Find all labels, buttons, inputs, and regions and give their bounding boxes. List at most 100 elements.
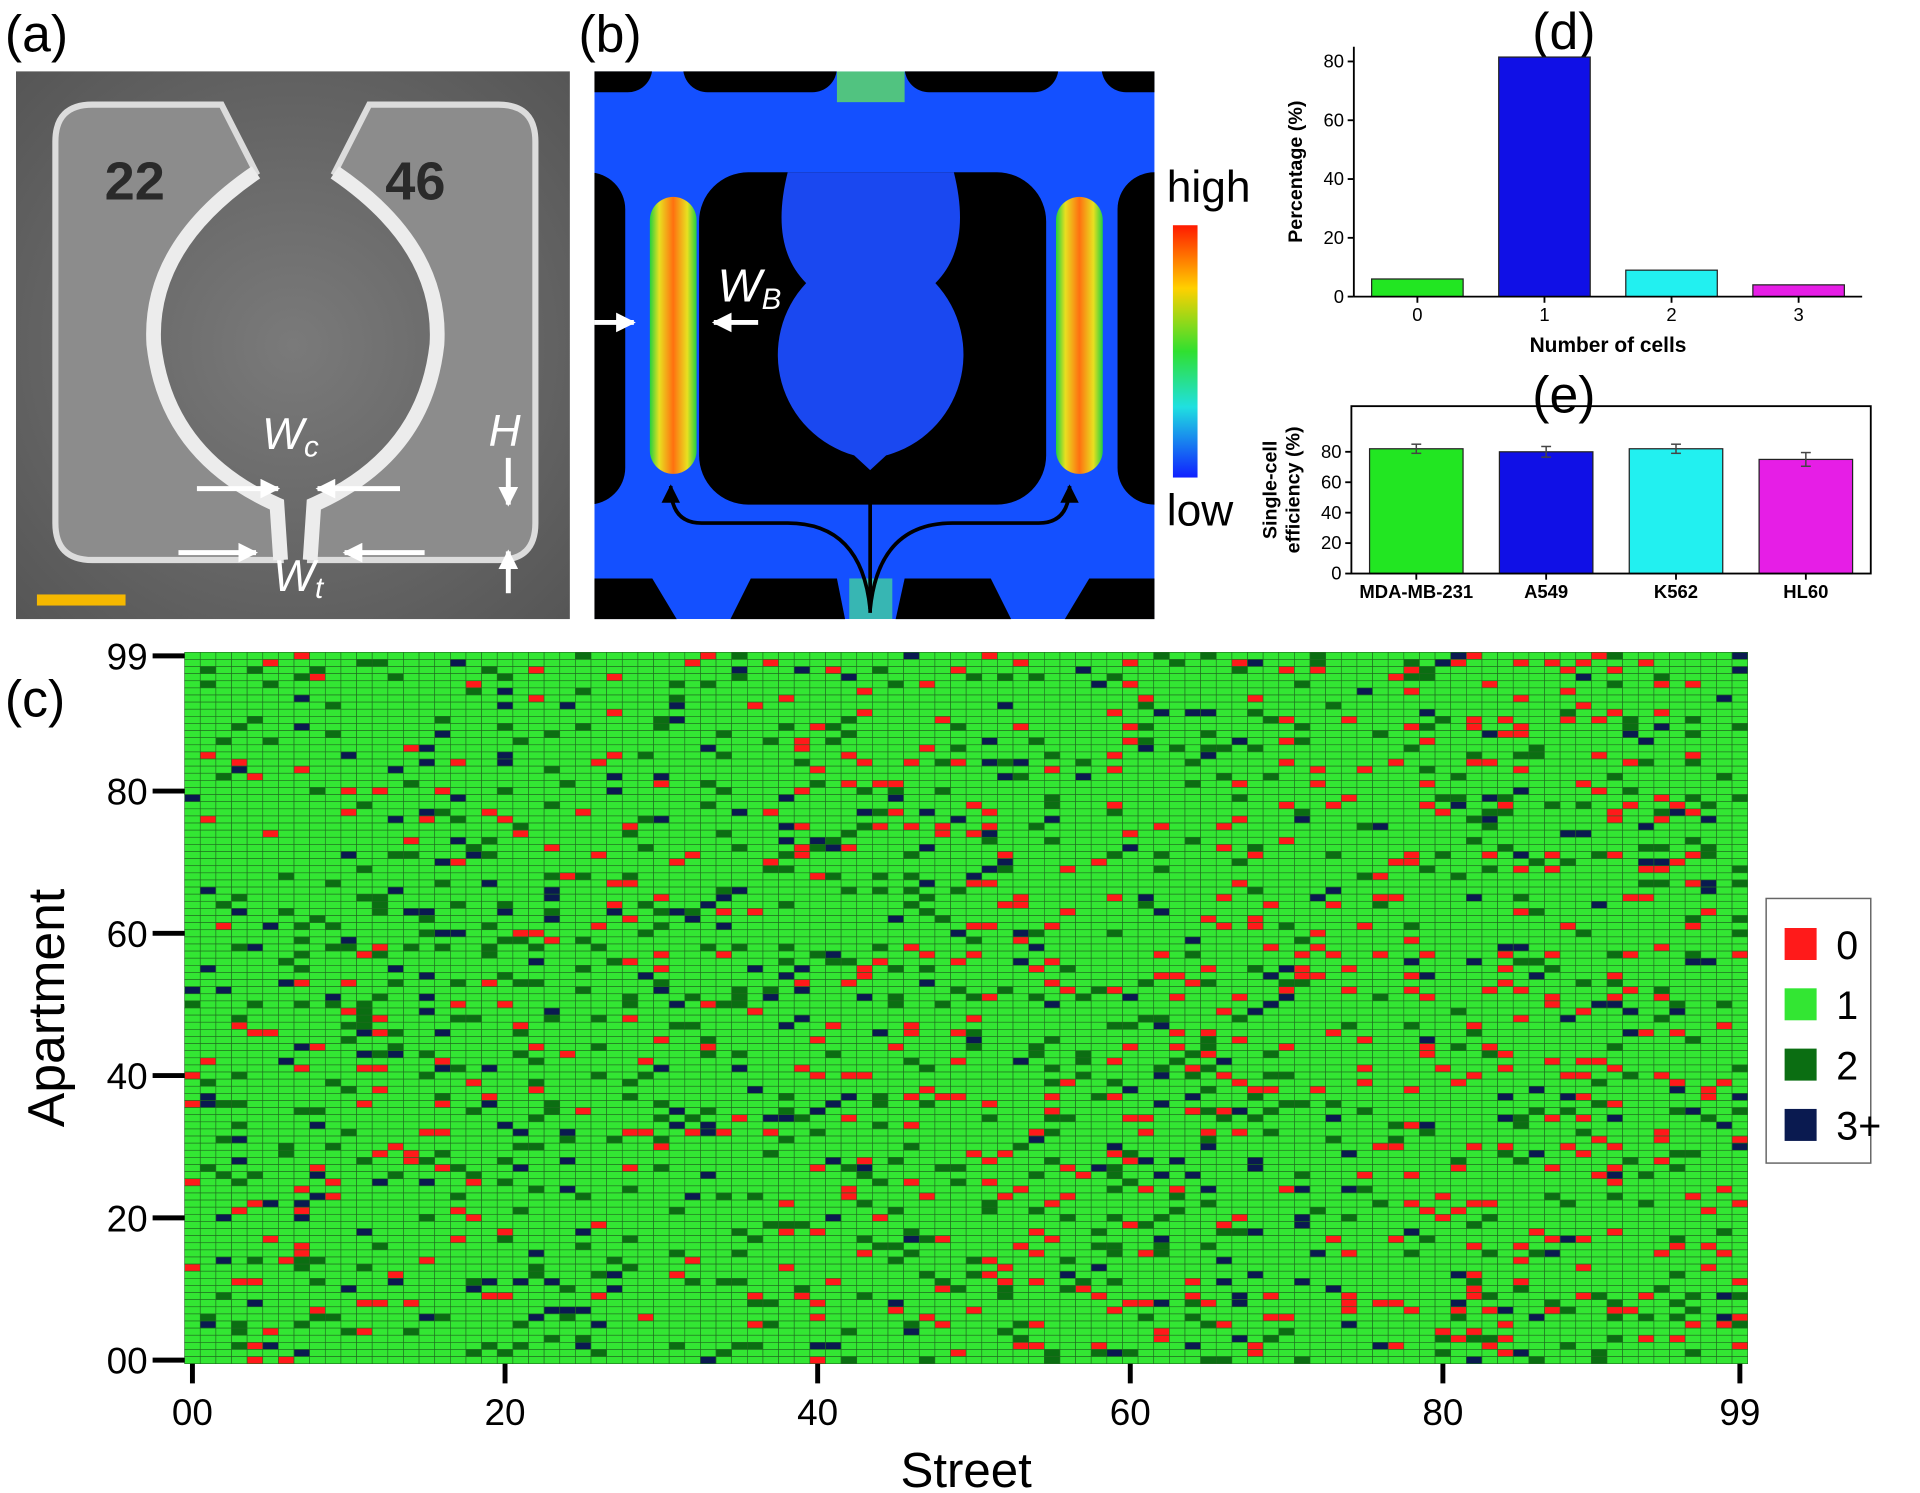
heatmap-cell (388, 1008, 404, 1015)
heatmap-cell (794, 659, 810, 666)
heatmap-cell (654, 1093, 670, 1100)
heatmap-cell (278, 851, 294, 858)
heatmap-cell (747, 1143, 763, 1150)
heatmap-cell (482, 1293, 498, 1300)
heatmap-cell (403, 1165, 419, 1172)
heatmap-cell (450, 873, 466, 880)
heatmap-cell (466, 787, 482, 794)
heatmap-cell (575, 1307, 591, 1314)
heatmap-cell (700, 1193, 716, 1200)
heatmap-cell (232, 1321, 248, 1328)
heatmap-cell (294, 980, 310, 987)
heatmap-cell (794, 1271, 810, 1278)
heatmap-cell (528, 1008, 544, 1015)
heatmap-cell (513, 987, 529, 994)
heatmap-cell (654, 1165, 670, 1172)
heatmap-cell (528, 1342, 544, 1349)
heatmap-cell (779, 958, 795, 965)
heatmap-cell (419, 809, 435, 816)
heatmap-cell (482, 1229, 498, 1236)
heatmap-cell (575, 1221, 591, 1228)
heatmap-cell (216, 908, 232, 915)
heatmap-cell (560, 1200, 576, 1207)
heatmap-cell (435, 1079, 451, 1086)
heatmap-cell (278, 759, 294, 766)
heatmap-cell (669, 823, 685, 830)
heatmap-cell (450, 844, 466, 851)
heatmap-cell (779, 723, 795, 730)
heatmap-cell (497, 944, 513, 951)
heatmap-cell (216, 859, 232, 866)
heatmap-cell (278, 816, 294, 823)
heatmap-cell (669, 1193, 685, 1200)
heatmap-cell (700, 1122, 716, 1129)
heatmap-cell (357, 773, 373, 780)
heatmap-cell (904, 951, 920, 958)
heatmap-cell (247, 1122, 263, 1129)
heatmap-cell (263, 1115, 279, 1122)
heatmap-cell (497, 823, 513, 830)
heatmap-cell (575, 709, 591, 716)
heatmap-cell (294, 1193, 310, 1200)
heatmap-cell (685, 1036, 701, 1043)
heatmap-cell (794, 667, 810, 674)
heatmap-cell (669, 1072, 685, 1079)
heatmap-cell (247, 958, 263, 965)
heatmap-cell (388, 1300, 404, 1307)
heatmap-cell (200, 1349, 216, 1356)
heatmap-cell (419, 766, 435, 773)
heatmap-cell (607, 1285, 623, 1292)
heatmap-cell (841, 738, 857, 745)
heatmap-cell (278, 1285, 294, 1292)
heatmap-cell (638, 1100, 654, 1107)
heatmap-cell (763, 1157, 779, 1164)
heatmap-cell (919, 823, 935, 830)
heatmap-cell (419, 1193, 435, 1200)
heatmap-cell (403, 1001, 419, 1008)
heatmap-cell (732, 716, 748, 723)
heatmap-cell (716, 809, 732, 816)
heatmap-cell (779, 1349, 795, 1356)
heatmap-cell (904, 1278, 920, 1285)
heatmap-cell (685, 1172, 701, 1179)
heatmap-cell (935, 738, 951, 745)
heatmap-cell (685, 951, 701, 958)
heatmap-cell (247, 1079, 263, 1086)
heatmap-cell (669, 674, 685, 681)
heatmap-cell (779, 667, 795, 674)
heatmap-cell (575, 1086, 591, 1093)
heatmap-cell (560, 1342, 576, 1349)
heatmap-cell (841, 937, 857, 944)
heatmap-cell (435, 1200, 451, 1207)
heatmap-cell (216, 716, 232, 723)
heatmap-cell (888, 795, 904, 802)
heatmap-cell (607, 1321, 623, 1328)
heatmap-cell (919, 702, 935, 709)
heatmap-cell (732, 787, 748, 794)
heatmap-cell (872, 1264, 888, 1271)
heatmap-cell (732, 1143, 748, 1150)
heatmap-cell (779, 702, 795, 709)
heatmap-cell (325, 816, 341, 823)
heatmap-cell (466, 1015, 482, 1022)
heatmap-cell (825, 1150, 841, 1157)
heatmap-cell (810, 1250, 826, 1257)
heatmap-cell (232, 1200, 248, 1207)
heatmap-cell (825, 1214, 841, 1221)
heatmap-cell (622, 1221, 638, 1228)
heatmap-cell (841, 1271, 857, 1278)
heatmap-cell (732, 1342, 748, 1349)
heatmap-cell (294, 1335, 310, 1342)
heatmap-cell (825, 1250, 841, 1257)
heatmap-cell (450, 688, 466, 695)
heatmap-cell (872, 1150, 888, 1157)
heatmap-cell (779, 823, 795, 830)
heatmap-cell (216, 1029, 232, 1036)
heatmap-cell (841, 1193, 857, 1200)
heatmap-cell (450, 837, 466, 844)
heatmap-cell (888, 1293, 904, 1300)
panel-label: (e) (1532, 365, 1595, 423)
heatmap-cell (638, 1349, 654, 1356)
heatmap-cell (544, 688, 560, 695)
heatmap-cell (435, 844, 451, 851)
